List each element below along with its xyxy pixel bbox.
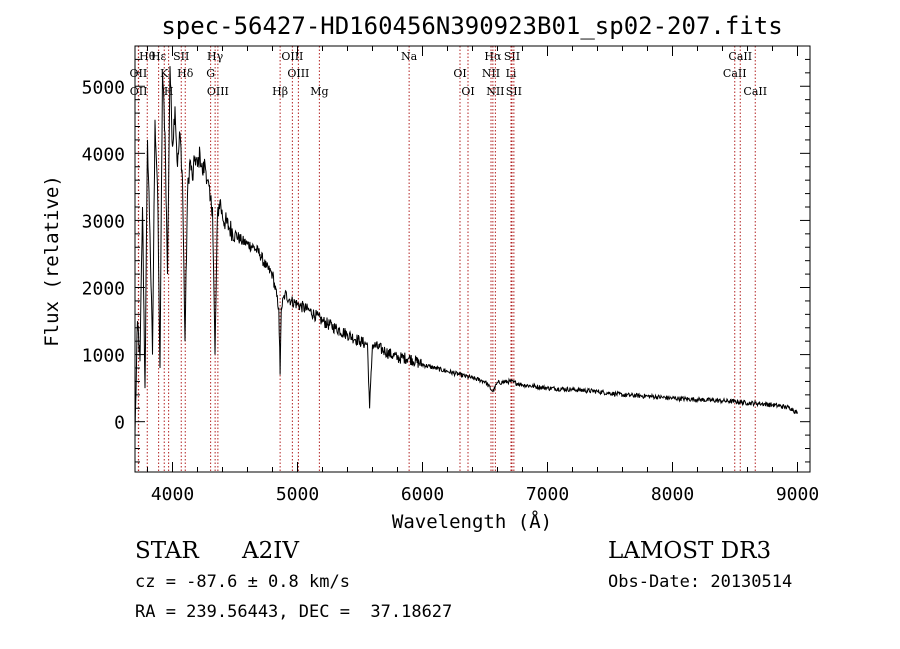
spectrum-series-line: [134, 66, 798, 436]
line-marker-label-2: OII: [130, 85, 148, 98]
line-marker-label-12: OIII: [281, 50, 303, 63]
line-marker-label-11: Hβ: [272, 85, 288, 98]
object-class: STAR: [135, 538, 199, 564]
line-marker-label-6: SII: [173, 50, 189, 63]
cz-value: cz = -87.6 ± 0.8 km/s: [135, 572, 350, 592]
line-marker-label-26: CaII: [743, 85, 767, 98]
survey-name: LAMOST DR3: [608, 538, 772, 564]
line-marker-label-0: Hθ: [139, 50, 156, 63]
y-tick-label-3: 3000: [82, 211, 125, 232]
line-marker-label-15: Na: [401, 50, 418, 63]
line-marker-label-21: SII: [504, 50, 520, 63]
line-marker-label-16: OI: [453, 67, 466, 80]
x-axis-label: Wavelength (Å): [392, 510, 552, 533]
line-marker-label-4: K: [160, 67, 169, 80]
line-marker-label-13: OIII: [287, 67, 309, 80]
y-tick-label-4: 4000: [82, 144, 125, 165]
line-marker-layer: HθOIIOIIHεKHSIIHδOIIIHγGHβOIIIOIIIMgNaOI…: [130, 46, 767, 472]
axes: 4000 5000 6000 7000 8000 9000 0 1000 2000 3000 400…: [82, 45, 819, 505]
x-tick-label-2: 6000: [401, 484, 444, 505]
line-marker-label-9: Hγ: [207, 50, 224, 63]
line-marker-label-23: SII: [506, 85, 522, 98]
y-tick-label-1: 1000: [82, 346, 125, 367]
y-tick-label-2: 2000: [82, 279, 125, 300]
y-axis-label: Flux (relative): [41, 175, 63, 347]
line-marker-label-8: OIII: [207, 85, 229, 98]
x-tick-label-0: 4000: [151, 484, 194, 505]
x-tick-label-5: 9000: [776, 484, 819, 505]
line-marker-label-1: OII: [130, 67, 148, 80]
x-tick-label-4: 8000: [651, 484, 694, 505]
x-tick-label-3: 7000: [526, 484, 569, 505]
ra-dec: RA = 239.56443, DEC = 37.18627: [135, 602, 453, 622]
plot-frame: [134, 45, 811, 473]
line-marker-label-17: OI: [461, 85, 474, 98]
chart-title: spec-56427-HD160456N390923B01_sp02-207.f…: [161, 12, 782, 40]
line-marker-label-19: NII: [482, 67, 500, 80]
line-marker-label-18: Hα: [484, 50, 502, 63]
line-marker-label-14: Mg: [310, 85, 328, 98]
obs-date: Obs-Date: 20130514: [608, 572, 793, 592]
line-marker-label-20: NII: [486, 85, 504, 98]
line-marker-label-25: CaII: [723, 67, 747, 80]
y-tick-label-5: 5000: [82, 77, 125, 98]
line-marker-label-3: Hε: [151, 50, 167, 63]
line-marker-label-5: H: [164, 85, 174, 98]
x-tick-label-1: 5000: [276, 484, 319, 505]
line-marker-label-10: G: [206, 67, 215, 80]
object-subclass: A2IV: [242, 538, 299, 564]
y-tick-label-0: 0: [114, 413, 125, 434]
line-marker-label-24: CaII: [728, 50, 752, 63]
line-marker-label-7: Hδ: [177, 67, 194, 80]
line-marker-label-22: Li: [506, 67, 517, 80]
